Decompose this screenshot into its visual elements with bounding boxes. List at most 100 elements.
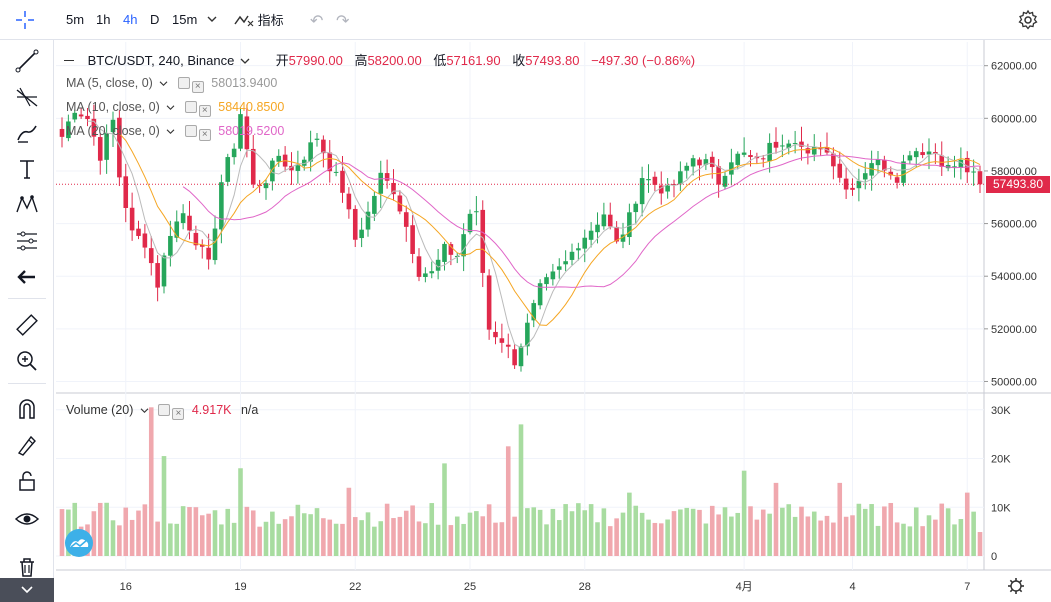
volume-bar <box>225 508 231 556</box>
candle-body <box>658 185 664 194</box>
candle-body <box>741 152 747 155</box>
volume-bar <box>620 512 626 556</box>
zoom-in-icon[interactable] <box>14 348 40 374</box>
chevron-down-icon <box>21 586 33 594</box>
magnet-icon[interactable] <box>14 396 40 422</box>
candle-body <box>722 175 728 187</box>
volume-bar <box>633 505 639 556</box>
timeframe-4h[interactable]: 4h <box>123 12 138 27</box>
close-value: 57493.80 <box>525 53 580 68</box>
undo-icon[interactable]: ↶ <box>310 13 324 30</box>
chevron-down-icon[interactable] <box>240 57 250 65</box>
ma-line <box>182 154 981 288</box>
redo-icon[interactable]: ↷ <box>336 13 350 30</box>
volume-bar <box>403 510 409 556</box>
ma20-label[interactable]: MA (20, close, 0) <box>66 124 160 138</box>
candle-body <box>461 234 466 257</box>
prediction-icon[interactable] <box>14 228 40 254</box>
ma10-label[interactable]: MA (10, close, 0) <box>66 100 160 114</box>
volume-bar <box>231 522 237 556</box>
timeframe-d[interactable]: D <box>150 12 160 27</box>
candle-body <box>91 118 97 137</box>
candle-body <box>831 153 836 167</box>
collapse-toolbar-button[interactable] <box>0 578 54 602</box>
gear-icon[interactable] <box>1017 9 1039 31</box>
visibility-icon[interactable] <box>177 77 190 89</box>
gear-icon[interactable] <box>1010 580 1022 592</box>
trend-line-icon[interactable] <box>14 48 40 74</box>
crosshair-icon[interactable] <box>14 9 36 31</box>
candle-body <box>920 152 925 156</box>
ruler-icon[interactable] <box>14 312 40 338</box>
candle-body <box>901 161 906 183</box>
chevron-down-icon[interactable] <box>140 407 149 414</box>
high-value: 58200.00 <box>367 53 422 68</box>
trash-icon[interactable] <box>14 554 40 580</box>
brush-icon[interactable] <box>14 120 40 146</box>
logo-icon[interactable] <box>64 528 94 558</box>
collapse-legend-icon[interactable] <box>64 60 74 61</box>
volume-label[interactable]: Volume (20) <box>66 403 134 417</box>
volume-bar <box>199 515 205 556</box>
chevron-down-icon[interactable] <box>206 14 218 24</box>
volume-bar <box>627 492 632 556</box>
pattern-icon[interactable] <box>14 192 40 218</box>
price-tick-label: 52000.00 <box>991 324 1037 336</box>
visibility-icon[interactable] <box>158 404 171 416</box>
volume-bar <box>219 524 224 556</box>
volume-bar <box>72 502 78 556</box>
chevron-down-icon[interactable] <box>166 128 175 135</box>
timeframe-1h[interactable]: 1h <box>96 12 111 27</box>
volume-bar <box>391 518 396 556</box>
candle-body <box>792 143 798 145</box>
unlock-icon[interactable] <box>14 468 40 494</box>
volume-bar <box>811 511 817 556</box>
candle-body <box>882 159 887 171</box>
volume-bar <box>709 505 715 556</box>
volume-bar <box>563 504 568 556</box>
volume-bar <box>869 504 874 556</box>
candle-body <box>977 171 983 185</box>
visibility-icon[interactable] <box>184 101 197 113</box>
close-icon[interactable]: × <box>191 81 204 93</box>
fib-icon[interactable] <box>14 84 40 110</box>
candle-body <box>403 212 409 227</box>
volume-bar <box>454 516 460 556</box>
volume-bar <box>525 508 530 556</box>
close-icon[interactable]: × <box>198 129 211 141</box>
arrow-left-icon[interactable] <box>14 264 40 290</box>
lock-drawing-icon[interactable] <box>14 432 40 458</box>
close-icon[interactable]: × <box>198 105 211 117</box>
volume-bar <box>697 509 702 556</box>
indicators-button[interactable]: 指标 <box>234 10 284 29</box>
close-icon[interactable]: × <box>172 408 185 420</box>
chevron-down-icon[interactable] <box>166 104 175 111</box>
text-tool-icon[interactable] <box>14 156 40 182</box>
volume-bar <box>314 508 320 556</box>
low-value: 57161.90 <box>446 53 501 68</box>
ma5-label[interactable]: MA (5, close, 0) <box>66 76 153 90</box>
candle-body <box>627 212 632 238</box>
volume-bar <box>193 507 199 556</box>
symbol-label[interactable]: BTC/USDT, 240, Binance <box>87 53 235 68</box>
chevron-down-icon[interactable] <box>159 80 168 87</box>
candle-body <box>219 182 224 230</box>
timeframe-5m[interactable]: 5m <box>66 12 85 27</box>
volume-bar <box>212 510 218 556</box>
candle-body <box>238 114 243 149</box>
candle-body <box>340 170 345 193</box>
candle-body <box>652 176 658 185</box>
candle-body <box>59 128 65 137</box>
volume-bar <box>665 519 670 556</box>
candle-body <box>129 207 135 231</box>
eye-icon[interactable] <box>14 506 40 532</box>
timeframe-15m[interactable]: 15m <box>172 12 198 27</box>
candle-body <box>168 235 173 256</box>
volume-bar <box>104 502 109 556</box>
volume-bar <box>595 522 600 556</box>
volume-bar <box>748 506 753 556</box>
volume-bar <box>301 513 307 556</box>
visibility-icon[interactable] <box>184 125 197 137</box>
volume-bar <box>716 514 721 556</box>
candle-body <box>187 215 192 231</box>
